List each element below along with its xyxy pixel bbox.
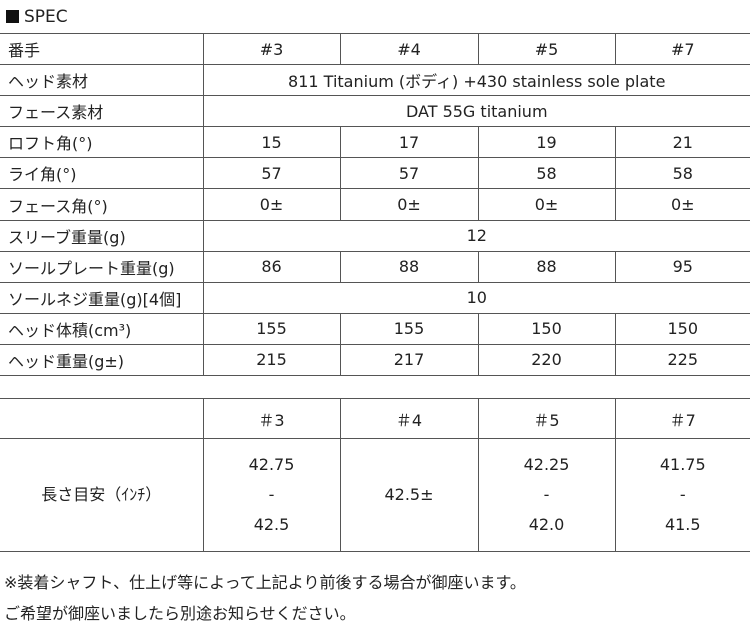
table-cell: 0± bbox=[339, 188, 479, 221]
table-cell: #4 bbox=[339, 32, 479, 66]
section-title: SPEC bbox=[6, 4, 68, 30]
table-cell: 58 bbox=[614, 157, 750, 190]
table-cell: 10 bbox=[202, 281, 750, 314]
table-row: スリーブ重量(g) 12 bbox=[0, 219, 750, 252]
table-cell: 155 bbox=[339, 312, 479, 345]
length-value: 42.25 bbox=[523, 455, 570, 474]
table-cell: ＃3 bbox=[202, 398, 341, 439]
table-cell: 57 bbox=[202, 157, 341, 190]
table-row: ヘッド素材 811 Titanium (ボディ) +430 stainless s… bbox=[0, 64, 750, 97]
table-cell: DAT 55G titanium bbox=[202, 95, 750, 128]
table-cell: スリーブ重量(g) bbox=[0, 219, 204, 252]
length-cell: 41.75 - 41.5 bbox=[614, 438, 750, 552]
table-cell: ＃7 bbox=[614, 398, 750, 439]
table-cell: 150 bbox=[614, 312, 750, 345]
length-value: 42.5 bbox=[253, 515, 290, 534]
table-cell: ソールネジ重量(g)[4個] bbox=[0, 281, 204, 314]
table-cell: 88 bbox=[339, 250, 479, 283]
note-line-2: ご希望が御座いましたら別途お知らせください。 bbox=[4, 604, 356, 623]
table-cell: 86 bbox=[202, 250, 341, 283]
table-cell: 番手 bbox=[0, 32, 204, 66]
table-cell: 57 bbox=[339, 157, 479, 190]
table-cell: ヘッド体積(cm³) bbox=[0, 312, 204, 345]
table-cell: #7 bbox=[614, 32, 750, 66]
table-row: 長さ目安（ｲﾝﾁ） 42.75 - 42.5 42.5± 42.25 - 42.0 41.75 -… bbox=[0, 438, 750, 552]
table-cell: フェース角(°) bbox=[0, 188, 204, 221]
table-cell: ヘッド重量(g±) bbox=[0, 343, 204, 377]
length-value: 41.5 bbox=[664, 515, 701, 534]
length-cell: 42.25 - 42.0 bbox=[477, 438, 616, 552]
table-cell: 155 bbox=[202, 312, 341, 345]
table-cell: 17 bbox=[339, 126, 479, 159]
table-row: ソールプレート重量(g) 86 88 88 95 bbox=[0, 250, 750, 283]
table-cell: 217 bbox=[339, 343, 479, 377]
table-cell: 88 bbox=[477, 250, 616, 283]
table-cell: 150 bbox=[477, 312, 616, 345]
table-cell: フェース素材 bbox=[0, 95, 204, 128]
length-value: 42.75 bbox=[248, 455, 295, 474]
table-cell: 58 bbox=[477, 157, 616, 190]
table-row: ライ角(°) 57 57 58 58 bbox=[0, 157, 750, 190]
header-row: ＃3 ＃4 ＃5 ＃7 bbox=[0, 398, 750, 439]
table-row: フェース素材 DAT 55G titanium bbox=[0, 95, 750, 128]
table-cell: 0± bbox=[477, 188, 616, 221]
table-cell: ＃5 bbox=[477, 398, 616, 439]
square-bullet-icon bbox=[6, 10, 19, 23]
table-cell: 15 bbox=[202, 126, 341, 159]
table-cell: 220 bbox=[477, 343, 616, 377]
section-title-text: SPEC bbox=[24, 7, 68, 27]
length-table: ＃3 ＃4 ＃5 ＃7 長さ目安（ｲﾝﾁ） 42.75-42.5 42.5± 42.25-42… bbox=[0, 398, 750, 552]
table-cell: ヘッド素材 bbox=[0, 64, 204, 97]
table-row: ソールネジ重量(g)[4個] 10 bbox=[0, 281, 750, 314]
table-cell bbox=[0, 398, 204, 439]
table-cell: 95 bbox=[614, 250, 750, 283]
table-cell: #3 bbox=[202, 32, 341, 66]
table-cell: 12 bbox=[202, 219, 750, 252]
table-cell: #5 bbox=[477, 32, 616, 66]
length-value: - bbox=[268, 485, 275, 504]
table-cell: 19 bbox=[477, 126, 616, 159]
table-cell: ソールプレート重量(g) bbox=[0, 250, 204, 283]
note-line-1: ※装着シャフト、仕上げ等によって上記より前後する場合が御座います。 bbox=[4, 573, 526, 592]
table-row: ロフト角(°) 15 17 19 21 bbox=[0, 126, 750, 159]
table-cell: ロフト角(°) bbox=[0, 126, 204, 159]
table-cell: ライ角(°) bbox=[0, 157, 204, 190]
length-value: 41.75 bbox=[659, 455, 706, 474]
table-cell: ＃4 bbox=[339, 398, 479, 439]
length-cell: 42.75 - 42.5 bbox=[202, 438, 341, 552]
length-cell: 42.5± bbox=[339, 438, 479, 552]
table-cell: 21 bbox=[614, 126, 750, 159]
table-cell: 215 bbox=[202, 343, 341, 377]
table-row: ヘッド体積(cm³) 155 155 150 150 bbox=[0, 312, 750, 345]
spec-table: 番手 #3 #4 #5 #7 ヘッド素材 811 Titanium (ボディ) +430 s… bbox=[0, 32, 750, 377]
table-cell: 0± bbox=[614, 188, 750, 221]
table-cell: 0± bbox=[202, 188, 341, 221]
table-cell: 225 bbox=[614, 343, 750, 377]
table-row: フェース角(°) 0± 0± 0± 0± bbox=[0, 188, 750, 221]
table-row: ヘッド重量(g±) 215 217 220 225 bbox=[0, 343, 750, 377]
length-value: - bbox=[679, 485, 686, 504]
header-row: 番手 #3 #4 #5 #7 bbox=[0, 32, 750, 66]
length-value: 42.0 bbox=[528, 515, 565, 534]
table-cell: 811 Titanium (ボディ) +430 stainless sole p… bbox=[202, 64, 750, 97]
length-value: - bbox=[543, 485, 550, 504]
length-value: 42.5± bbox=[384, 485, 434, 504]
table-cell: 長さ目安（ｲﾝﾁ） bbox=[0, 438, 204, 552]
